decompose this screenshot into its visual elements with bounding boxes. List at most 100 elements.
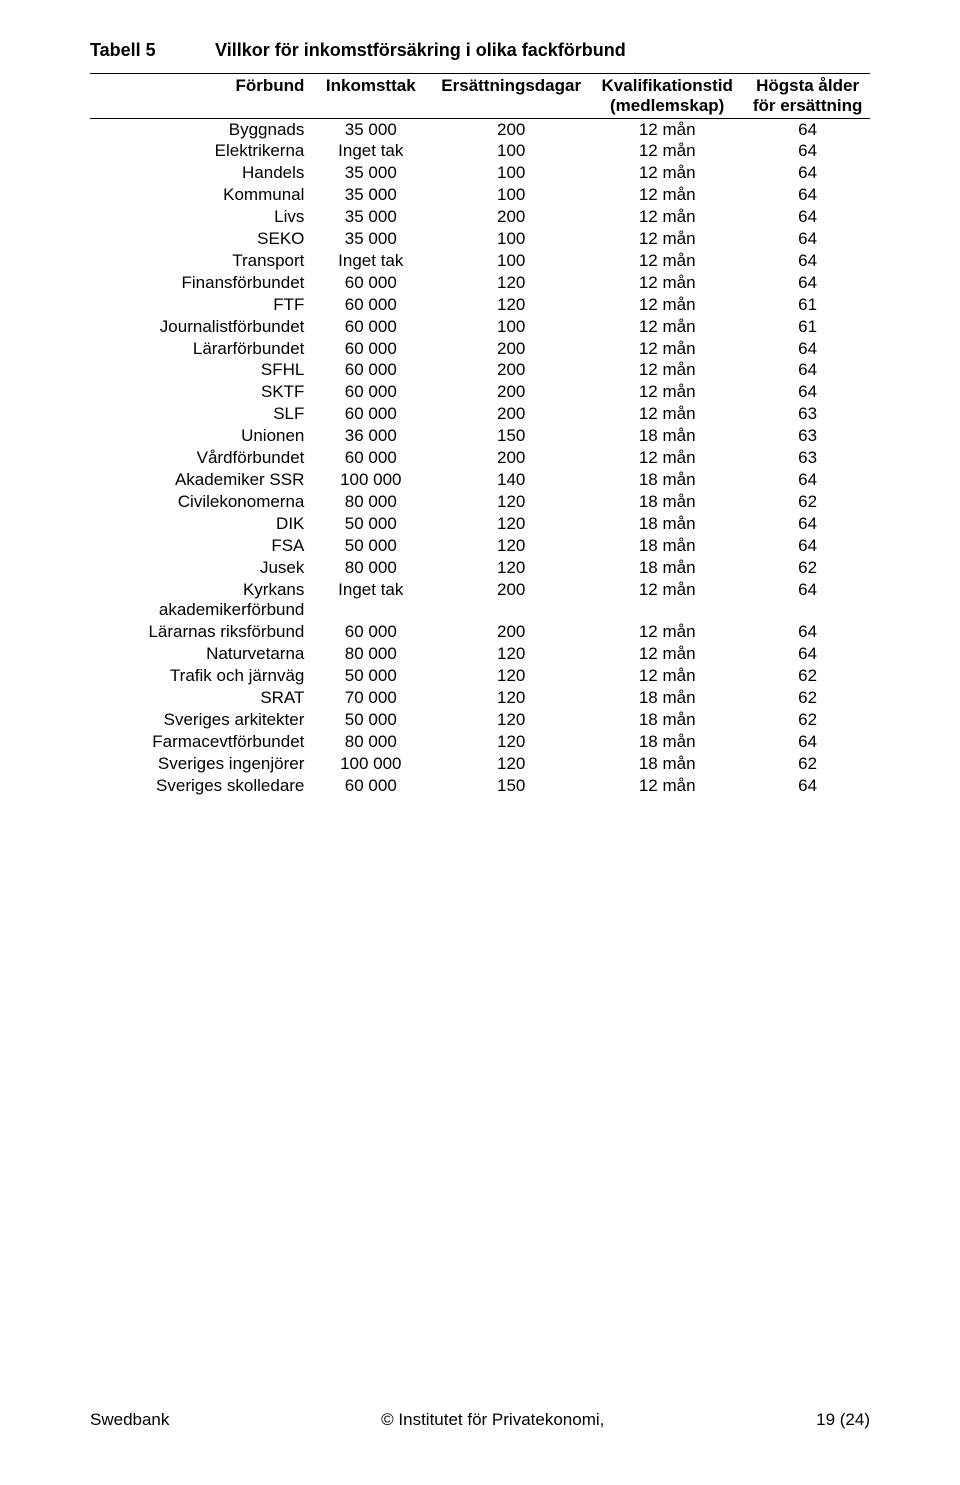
table-cell: 100 (433, 316, 589, 338)
table-cell: 12 mån (589, 185, 745, 207)
title-text: Villkor för inkomstförsäkring i olika fa… (215, 40, 626, 60)
table-cell: Inget tak (308, 579, 433, 622)
table-cell: 80 000 (308, 491, 433, 513)
table-row: Handels35 00010012 mån64 (90, 163, 870, 185)
table-cell: 62 (745, 688, 870, 710)
table-cell: Civilekonomerna (90, 491, 308, 513)
table-cell: 120 (433, 535, 589, 557)
table-row: Jusek80 00012018 mån62 (90, 557, 870, 579)
table-cell: 35 000 (308, 119, 433, 141)
table-cell: 18 mån (589, 491, 745, 513)
table-cell: Sveriges arkitekter (90, 709, 308, 731)
table-cell: Lärarnas riksförbund (90, 622, 308, 644)
table-row: Finansförbundet60 00012012 mån64 (90, 272, 870, 294)
table-cell: 12 mån (589, 360, 745, 382)
footer-left: Swedbank (90, 1410, 169, 1430)
table-cell: 200 (433, 448, 589, 470)
table-head: Förbund Inkomsttak Ersättningsdagar Kval… (90, 74, 870, 119)
table-row: SEKO35 00010012 mån64 (90, 229, 870, 251)
table-cell: 100 (433, 185, 589, 207)
table-cell: 100 (433, 141, 589, 163)
table-row: FTF60 00012012 mån61 (90, 294, 870, 316)
table-cell: 50 000 (308, 666, 433, 688)
table-cell: 12 mån (589, 404, 745, 426)
table-cell: FTF (90, 294, 308, 316)
header-row: Förbund Inkomsttak Ersättningsdagar Kval… (90, 74, 870, 119)
table-cell: 18 mån (589, 426, 745, 448)
table-cell: 64 (745, 360, 870, 382)
col-header-kvalifikationstid: Kvalifikationstid (medlemskap) (589, 74, 745, 119)
table-row: Byggnads35 00020012 mån64 (90, 119, 870, 141)
table-cell: 50 000 (308, 513, 433, 535)
table-cell: 200 (433, 119, 589, 141)
table-row: Lärarnas riksförbund60 00020012 mån64 (90, 622, 870, 644)
table-cell: 64 (745, 622, 870, 644)
table-cell: 18 mån (589, 513, 745, 535)
table-cell: Transport (90, 250, 308, 272)
table-cell: 120 (433, 557, 589, 579)
table-cell: 60 000 (308, 448, 433, 470)
table-row: Lärarförbundet60 00020012 mån64 (90, 338, 870, 360)
table-cell: 62 (745, 666, 870, 688)
table-cell: 62 (745, 491, 870, 513)
table-cell: SFHL (90, 360, 308, 382)
page: Tabell 5 Villkor för inkomstförsäkring i… (0, 0, 960, 1485)
table-cell: 18 mån (589, 470, 745, 492)
table-cell: 140 (433, 470, 589, 492)
table-cell: 62 (745, 709, 870, 731)
table-cell: 64 (745, 163, 870, 185)
table-cell: 120 (433, 709, 589, 731)
table-cell: 64 (745, 579, 870, 622)
table-row: SKTF60 00020012 mån64 (90, 382, 870, 404)
table-row: Naturvetarna80 00012012 mån64 (90, 644, 870, 666)
table-cell: 100 000 (308, 753, 433, 775)
table-cell: 64 (745, 272, 870, 294)
table-cell: 60 000 (308, 360, 433, 382)
table-cell: 150 (433, 426, 589, 448)
table-cell: 64 (745, 535, 870, 557)
table-body: Byggnads35 00020012 mån64Elektrikerna Ing… (90, 119, 870, 798)
table-cell: 80 000 (308, 731, 433, 753)
table-cell: 18 mån (589, 557, 745, 579)
table-cell: 64 (745, 382, 870, 404)
table-row: SFHL60 00020012 mån64 (90, 360, 870, 382)
table-cell: 35 000 (308, 229, 433, 251)
table-cell: Farmacevtförbundet (90, 731, 308, 753)
table-row: TransportInget tak10012 mån64 (90, 250, 870, 272)
table-cell: 12 mån (589, 622, 745, 644)
table-cell: 200 (433, 207, 589, 229)
table-cell: 200 (433, 382, 589, 404)
table-cell: Jusek (90, 557, 308, 579)
table-cell: 35 000 (308, 185, 433, 207)
table-cell: Sveriges skolledare (90, 775, 308, 797)
table-cell: 200 (433, 404, 589, 426)
table-cell: SEKO (90, 229, 308, 251)
table-cell: 62 (745, 753, 870, 775)
table-cell: Journalistförbundet (90, 316, 308, 338)
table-cell: 12 mån (589, 644, 745, 666)
table-cell: 64 (745, 119, 870, 141)
table-cell: Elektrikerna (90, 141, 308, 163)
table-row: Sveriges ingenjörer100 00012018 mån62 (90, 753, 870, 775)
table-cell: 80 000 (308, 557, 433, 579)
table-cell: 64 (745, 141, 870, 163)
table-cell: 100 (433, 250, 589, 272)
table-title: Tabell 5 Villkor för inkomstförsäkring i… (90, 40, 870, 61)
col-header-inkomsttak: Inkomsttak (308, 74, 433, 119)
table-cell: 35 000 (308, 207, 433, 229)
table-cell: Inget tak (308, 250, 433, 272)
table-row: Trafik och järnväg50 00012012 mån62 (90, 666, 870, 688)
footer-center: © Institutet för Privatekonomi, (381, 1410, 604, 1430)
table-cell: Akademiker SSR (90, 470, 308, 492)
table-cell: 50 000 (308, 709, 433, 731)
table-cell: 12 mån (589, 207, 745, 229)
table-cell: 80 000 (308, 644, 433, 666)
table-cell: 120 (433, 644, 589, 666)
table-cell: 64 (745, 338, 870, 360)
table-cell: 12 mån (589, 229, 745, 251)
table-cell: 12 mån (589, 316, 745, 338)
table-cell: 70 000 (308, 688, 433, 710)
data-table: Förbund Inkomsttak Ersättningsdagar Kval… (90, 73, 870, 797)
table-cell: 64 (745, 207, 870, 229)
table-cell: 64 (745, 470, 870, 492)
